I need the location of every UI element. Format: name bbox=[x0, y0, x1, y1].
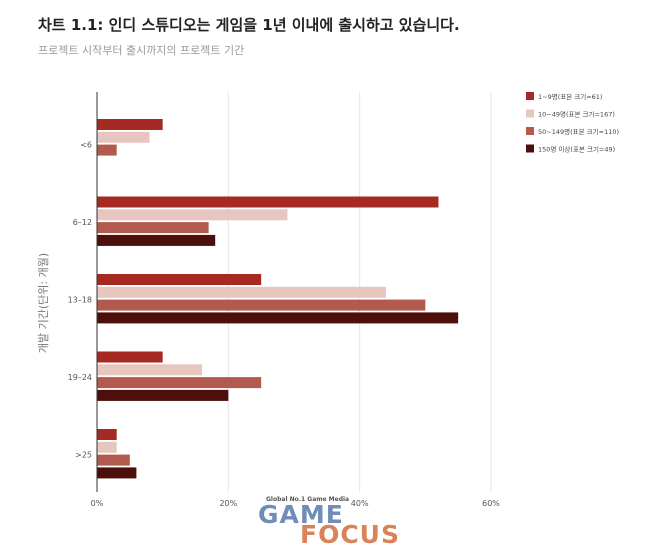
category-label: <6 bbox=[80, 141, 92, 150]
y-axis-label: 개발 기간(단위: 개월) bbox=[37, 253, 50, 353]
bar bbox=[97, 234, 216, 246]
bar bbox=[97, 144, 117, 156]
bar bbox=[97, 377, 262, 389]
x-tick-label: 40% bbox=[351, 499, 369, 508]
category-label: 6–12 bbox=[73, 218, 92, 227]
legend-label: 10~49명(표본 크기=167) bbox=[538, 110, 615, 119]
bar bbox=[97, 441, 117, 453]
bar bbox=[97, 351, 163, 363]
watermark-tagline: Global No.1 Game Media bbox=[266, 496, 350, 503]
chart-subtitle: 프로젝트 시작부터 출시까지의 프로젝트 기간 bbox=[38, 44, 245, 57]
legend-swatch bbox=[526, 144, 534, 153]
x-tick-label: 60% bbox=[482, 499, 500, 508]
bar bbox=[97, 196, 439, 208]
bar bbox=[97, 119, 163, 130]
legend-label: 50~149명(표본 크기=110) bbox=[538, 127, 619, 136]
bar bbox=[97, 364, 203, 376]
x-tick-label: 20% bbox=[219, 499, 237, 508]
watermark-game: GAME bbox=[258, 500, 344, 529]
bar bbox=[97, 209, 288, 221]
chart-title: 차트 1.1: 인디 스튜디오는 게임을 1년 이내에 출시하고 있습니다. bbox=[38, 16, 460, 34]
bar bbox=[97, 467, 137, 479]
x-tick-label: 0% bbox=[91, 499, 104, 508]
x-tick-labels: 0% 20% 40% 60% bbox=[91, 499, 501, 508]
legend-swatch bbox=[526, 92, 534, 100]
legend-label: 1~9명(표본 크기=61) bbox=[538, 92, 602, 101]
bar bbox=[97, 299, 426, 311]
legend-swatch bbox=[526, 127, 534, 135]
bars bbox=[97, 119, 459, 479]
legend-label: 150명 이상(표본 크기=49) bbox=[538, 145, 615, 154]
bar bbox=[97, 286, 386, 298]
category-label: 13–18 bbox=[68, 296, 92, 305]
category-labels: <6 6–12 13–18 19–24 >25 bbox=[68, 141, 92, 460]
bar bbox=[97, 389, 229, 401]
category-label: >25 bbox=[75, 451, 92, 460]
watermark-focus: FOCUS bbox=[300, 520, 400, 549]
legend-swatch bbox=[526, 109, 534, 118]
legend: 1~9명(표본 크기=61) 10~49명(표본 크기=167) 50~149명(표… bbox=[526, 92, 619, 154]
bar bbox=[97, 454, 130, 466]
bar bbox=[97, 131, 150, 143]
bar bbox=[97, 429, 117, 440]
bar bbox=[97, 222, 209, 234]
bar bbox=[97, 312, 459, 324]
bar bbox=[97, 274, 262, 285]
category-label: 19–24 bbox=[68, 373, 92, 382]
